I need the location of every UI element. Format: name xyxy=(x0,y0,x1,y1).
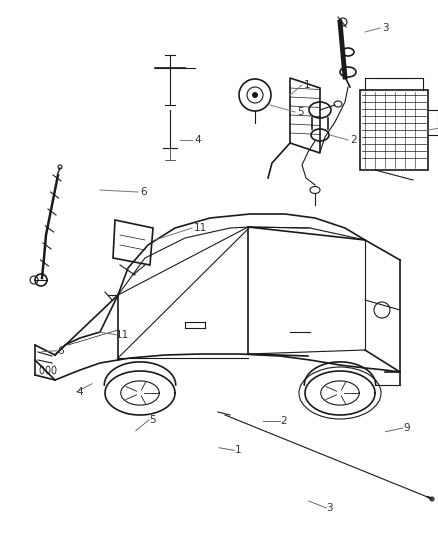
Bar xyxy=(360,90,428,170)
Text: 6: 6 xyxy=(57,346,64,356)
Text: 4: 4 xyxy=(194,135,201,145)
Text: 6: 6 xyxy=(140,187,147,197)
Text: 11: 11 xyxy=(116,330,129,340)
Text: 11: 11 xyxy=(194,223,207,233)
Text: 1: 1 xyxy=(304,80,311,90)
Text: 1: 1 xyxy=(234,446,241,455)
Text: 3: 3 xyxy=(326,503,333,513)
Text: 4: 4 xyxy=(77,387,83,397)
Text: 9: 9 xyxy=(403,423,410,433)
Text: 3: 3 xyxy=(382,23,389,33)
Text: 2: 2 xyxy=(280,416,287,426)
Text: 5: 5 xyxy=(149,415,155,425)
Text: 5: 5 xyxy=(297,107,304,117)
Text: 2: 2 xyxy=(350,135,357,145)
Circle shape xyxy=(252,92,258,98)
